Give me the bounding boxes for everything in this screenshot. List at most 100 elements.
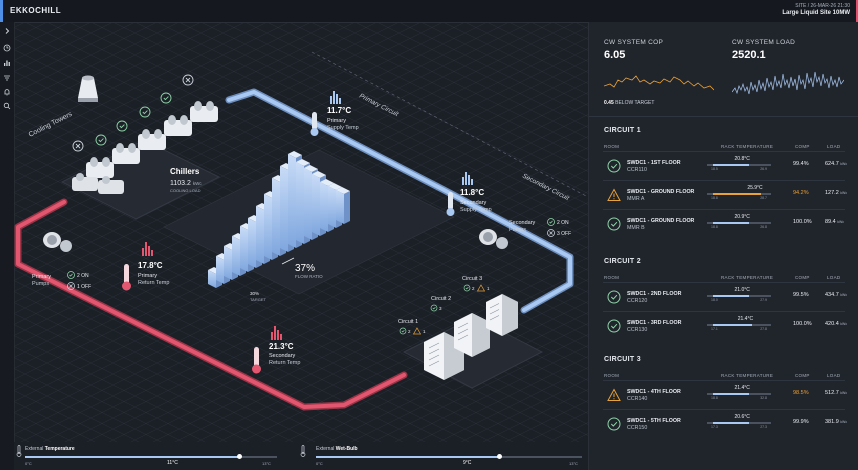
comp-value: 99.9% [793, 419, 809, 425]
rack-temp-bar [707, 222, 771, 224]
search-icon[interactable] [3, 102, 11, 110]
cop-label: CW SYSTEM COP [604, 39, 664, 46]
secondary-return-line1: Secondary [269, 353, 296, 359]
circuit-1-ok-count: 2 [408, 329, 411, 334]
primary-pumps-off: 1 OFF [77, 284, 91, 290]
flow-bar [216, 256, 224, 284]
table-row[interactable]: SWDC1 - 3RD FLOOR CCR130 21.4°C 17.1 27.8 100… [603, 312, 848, 340]
room-title: SWDC1 - 3RD FLOOR [627, 320, 682, 326]
room-sub: CCR130 [627, 327, 648, 333]
return-pipes [14, 198, 408, 411]
rack-temp-value: 25.9°C [747, 185, 763, 191]
flow-bar-top [336, 187, 350, 194]
rack-temp-min: 18.8 [711, 225, 718, 229]
room-title: SWDC1 - 2ND FLOOR [627, 291, 682, 297]
panel-divider [589, 116, 858, 117]
flow-bar-top [320, 179, 334, 186]
room-name: SWDC1 - 3RD FLOOR CCR130 [627, 320, 681, 334]
chevron-right-icon[interactable] [3, 27, 11, 35]
table-row[interactable]: SWDC1 - GROUND FLOOR MMR B 20.9°C 18.8 26.8 1… [603, 210, 845, 238]
wet-bulb-max: 13°C [569, 461, 578, 466]
site-selector[interactable]: SITE / 26-MAR-26 21:30 Large Liquid Site… [782, 3, 850, 17]
top-bar: EKKOCHILL SITE / 26-MAR-26 21:30 Large L… [0, 0, 858, 23]
comp-value: 94.2% [793, 190, 809, 196]
load-value: 624.7 kWc [825, 161, 848, 167]
rack-temp-fill [713, 422, 749, 424]
wet-bulb-slider[interactable] [316, 454, 582, 459]
column-header-room: ROOM [604, 275, 620, 280]
rack-temp-max: 28.7 [760, 196, 767, 200]
flow-bar [264, 194, 272, 260]
flow-bar [224, 246, 232, 280]
flow-bar [208, 270, 216, 288]
room-sub: MMR B [627, 225, 645, 231]
flow-target-label: TARGET [250, 297, 266, 302]
load-value: 2520.1 [732, 49, 766, 61]
table-row[interactable]: SWDC1 - 5TH FLOOR CCR150 20.6°C 17.3 27.3 99.… [603, 410, 847, 438]
ok-icon [607, 319, 621, 333]
rack-temp-fill [713, 393, 749, 395]
primary-return-temp: 17.8°C [138, 261, 163, 270]
comp-value: 99.4% [793, 161, 809, 167]
bell-icon[interactable] [3, 88, 11, 96]
rack-temp-min: 18.0 [711, 298, 718, 302]
circuit-2-label: Circuit 2 [431, 296, 451, 302]
column-header-rack: RACK TEMPERATURE [721, 275, 774, 280]
flow-bar [296, 162, 304, 244]
secondary-supply-line1: Secondary [460, 200, 487, 206]
comp-value: 99.5% [793, 292, 809, 298]
table-row[interactable]: SWDC1 - 2ND FLOOR CCR120 21.0°C 18.0 27.9 99.… [603, 283, 847, 311]
load-value: 420.4 kWc [825, 321, 848, 327]
rack-temp-max: 27.9 [760, 298, 767, 302]
chiller-units [72, 101, 218, 194]
rack-temp-bar [707, 393, 771, 395]
primary-pumps-line2: Pumps [32, 281, 49, 287]
primary-supply-thermometer [310, 112, 319, 136]
off-icon [547, 229, 555, 237]
column-header-load: LOAD [827, 275, 841, 280]
flow-bar [288, 154, 296, 248]
flow-bar-top [328, 183, 342, 190]
rack-temp-bar [707, 295, 771, 297]
wet-bulb-knob[interactable] [497, 454, 503, 459]
ext-temp-min: 0°C [25, 461, 32, 466]
supply-pipes [225, 88, 574, 314]
clock-icon[interactable] [3, 44, 11, 52]
plant-diagram: Cooling Towers Chillers 1103.2 kWc COOLI… [14, 22, 589, 442]
room-name: SWDC1 - GROUND FLOOR MMR B [627, 218, 694, 232]
rack-temp-fill [713, 295, 749, 297]
plant-diagram-canvas: Cooling Towers Chillers 1103.2 kWc COOLI… [14, 22, 589, 442]
ext-temp-max: 13°C [262, 461, 271, 466]
ext-temp-knob[interactable] [236, 454, 242, 459]
table-row[interactable]: SWDC1 - GROUND FLOOR MMR A 25.9°C 18.8 28.7 9… [603, 181, 847, 209]
thermometer-icon [16, 444, 22, 457]
rack-temp-bar [707, 164, 771, 166]
bar-chart-icon[interactable] [3, 59, 11, 67]
primary-return-line1: Primary [138, 273, 157, 279]
circuit-3-racks [486, 294, 518, 336]
row-divider [603, 409, 845, 410]
ext-temp-label: External Temperature [25, 446, 75, 452]
secondary-supply-thermometer [446, 192, 455, 216]
primary-return-thermometer [122, 264, 131, 291]
circuit-2-ok-count: 3 [439, 306, 442, 311]
ok-icon [116, 120, 128, 132]
secondary-pumps-off: 3 OFF [557, 231, 571, 237]
ok-icon [67, 271, 75, 279]
table-row[interactable]: SWDC1 - 4TH FLOOR CCR140 21.4°C 18.8 32.8 98.… [603, 381, 847, 409]
circuit-title: CIRCUIT 2 [604, 258, 641, 265]
ext-temp-slider[interactable] [25, 454, 277, 459]
column-header-comp: COMP [795, 373, 810, 378]
table-row[interactable]: SWDC1 - 1ST FLOOR CCR110 20.8°C 18.5 26.9 99.… [603, 152, 848, 180]
ext-temp-fill [25, 456, 240, 458]
flow-bar [256, 206, 264, 264]
flow-target-value: 30% [250, 291, 259, 296]
secondary-pumps-line2: Pumps [509, 227, 526, 233]
rack-temp-value: 20.8°C [734, 156, 750, 162]
circuit-1-label: Circuit 1 [398, 319, 418, 325]
chillers-value: 1103.2 kWc [170, 180, 202, 187]
ok-icon [95, 134, 107, 146]
filter-icon[interactable] [3, 74, 11, 82]
rack-temp-min: 17.1 [711, 327, 718, 331]
load-value: 89.4 kWc [825, 219, 845, 225]
